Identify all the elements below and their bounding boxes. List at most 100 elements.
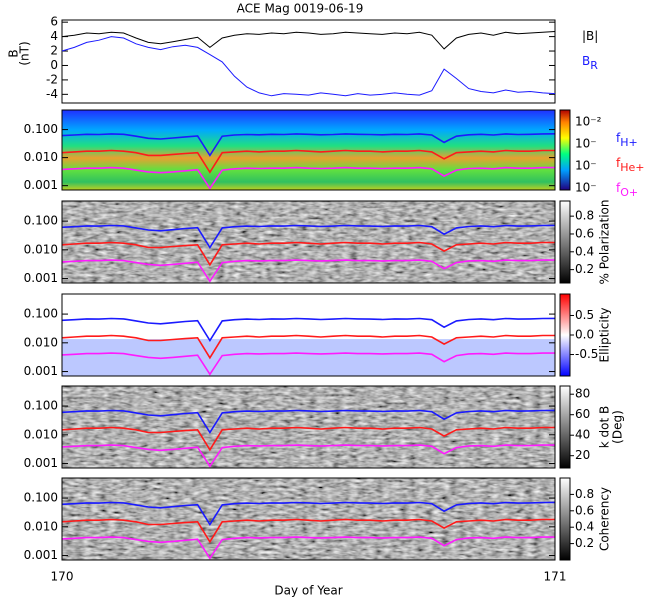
legend-entry: BR xyxy=(582,54,598,73)
y-tick-label: 0 xyxy=(50,58,58,72)
spectrogram-texture xyxy=(62,201,555,283)
legend-name: f xyxy=(616,156,621,170)
chart-title: ACE Mag 0019-06-19 xyxy=(237,2,364,16)
data-line xyxy=(61,149,555,174)
y-tick-label: 0.001 xyxy=(24,271,58,285)
y-axis-label: (nT) xyxy=(18,41,32,65)
colorbar xyxy=(559,293,571,377)
colorbar-tick-label: 0.5 xyxy=(575,308,594,322)
y-tick-label: 0.001 xyxy=(24,178,58,192)
legend-subscript: H+ xyxy=(620,136,638,149)
y-tick-label: 0.001 xyxy=(24,456,58,470)
data-line xyxy=(61,317,556,343)
colorbar-tick-label: 0.8 xyxy=(575,209,594,223)
legend-subscript: He+ xyxy=(620,161,644,174)
data-line xyxy=(61,426,555,452)
plot-frame xyxy=(61,200,556,284)
colorbar xyxy=(559,200,571,284)
y-tick-label: 0.100 xyxy=(24,307,58,321)
data-line xyxy=(61,259,555,283)
y-tick-label: 2 xyxy=(50,44,58,58)
colorbar-tick-label: 40 xyxy=(575,428,590,442)
x-tick-label: 171 xyxy=(544,570,567,584)
spectrogram-texture xyxy=(62,386,555,468)
y-axis-label: B xyxy=(7,49,21,57)
spectrogram-texture xyxy=(62,339,555,376)
spectrogram-image xyxy=(62,110,555,190)
legend-name: B xyxy=(582,54,590,68)
colorbar-tick-label: 0.2 xyxy=(575,262,594,276)
colorbar xyxy=(559,477,571,561)
colorbar-tick-label: 0.4 xyxy=(575,244,594,258)
legend-entry: fO+ xyxy=(616,181,638,200)
data-line xyxy=(61,31,556,50)
y-tick-label: 0.100 xyxy=(24,491,58,505)
plot-frame xyxy=(61,109,556,191)
colorbar-tick-label: 0.8 xyxy=(575,487,594,501)
colorbar-tick-label: 20 xyxy=(575,448,590,462)
y-tick-label: 0.010 xyxy=(24,242,58,256)
x-axis-label: Day of Year xyxy=(274,584,342,598)
y-tick-label: 0.001 xyxy=(24,364,58,378)
legend-subscript: O+ xyxy=(620,186,638,199)
plot-frame xyxy=(61,293,556,377)
colorbar-tick-label: 10⁻² xyxy=(575,115,602,129)
data-line xyxy=(61,352,555,376)
data-line xyxy=(61,166,555,190)
y-tick-label: 0.100 xyxy=(24,214,58,228)
colorbar-tick-label: 0.4 xyxy=(575,520,594,534)
plot-frame xyxy=(61,19,556,104)
y-tick-label: 4 xyxy=(50,29,58,43)
legend-name: f xyxy=(616,181,621,195)
colorbar-label: Coherency xyxy=(598,487,612,551)
legend-subscript: R xyxy=(590,59,598,72)
colorbar-tick-label: 80 xyxy=(575,387,590,401)
data-line xyxy=(61,536,555,560)
legend-entry: fHe+ xyxy=(616,156,645,175)
colorbar xyxy=(559,109,571,191)
y-tick-label: 0.010 xyxy=(24,150,58,164)
colorbar-tick-label: 0.6 xyxy=(575,226,594,240)
colorbar-tick-label: 60 xyxy=(575,407,590,421)
data-line xyxy=(61,36,556,97)
spectrogram-texture xyxy=(62,478,555,560)
colorbar-tick-label: 10⁻ xyxy=(575,137,597,151)
data-line xyxy=(61,409,556,435)
colorbar-tick-label: 0.2 xyxy=(575,536,594,550)
data-line xyxy=(61,224,556,250)
data-line xyxy=(61,501,556,527)
y-tick-label: 0.100 xyxy=(24,122,58,136)
colorbar-tick-label: 10⁻ xyxy=(575,159,597,173)
data-line xyxy=(61,334,555,360)
x-tick-label: 170 xyxy=(51,570,74,584)
legend-name: f xyxy=(616,131,621,145)
data-line xyxy=(61,518,555,544)
colorbar-tick-label: 0.0 xyxy=(575,328,594,342)
colorbar-label: Ellipticity xyxy=(598,308,612,363)
spectrogram-texture xyxy=(62,294,555,376)
colorbar-label: (Deg) xyxy=(611,410,625,444)
colorbar xyxy=(559,385,571,469)
data-line xyxy=(61,133,556,157)
legend-name: |B| xyxy=(582,29,598,43)
colorbar-label: k dot B xyxy=(598,406,612,448)
data-line xyxy=(61,444,555,468)
data-line xyxy=(61,241,555,267)
colorbar-tick-label: 0.6 xyxy=(575,503,594,517)
plot-frame xyxy=(61,477,556,561)
legend-entry: fH+ xyxy=(616,131,638,150)
y-tick-label: 0.001 xyxy=(24,548,58,562)
y-tick-label: 0.010 xyxy=(24,335,58,349)
plot-frame xyxy=(61,385,556,469)
colorbar-label: % Polarization xyxy=(598,200,612,285)
legend-entry: |B| xyxy=(582,29,598,43)
y-tick-label: -2 xyxy=(46,72,58,86)
y-tick-label: 6 xyxy=(50,15,58,29)
colorbar-tick-label: -0.5 xyxy=(575,347,598,361)
y-tick-label: 0.010 xyxy=(24,427,58,441)
y-tick-label: -4 xyxy=(46,87,58,101)
y-tick-label: 0.010 xyxy=(24,519,58,533)
y-tick-label: 0.100 xyxy=(24,399,58,413)
colorbar-tick-label: 10⁻ xyxy=(575,181,597,195)
